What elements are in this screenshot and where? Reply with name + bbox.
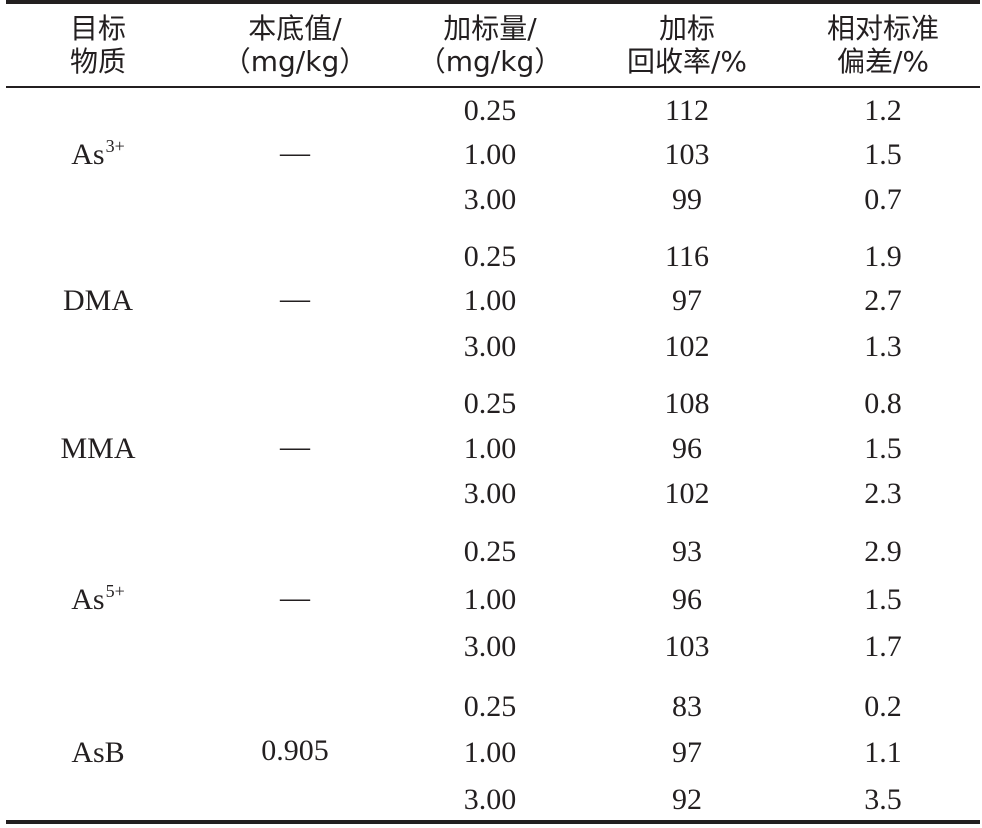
spike-level: 3.00 <box>463 330 517 363</box>
table-bottom-rule <box>6 820 980 824</box>
analyte-name: AsB <box>71 738 124 768</box>
rsd-value: 1.5 <box>864 583 902 616</box>
column-header-line1: 目标 <box>69 12 127 45</box>
spike-level: 0.25 <box>463 690 517 723</box>
recovery-value: 83 <box>672 690 702 723</box>
column-header-line2: 物质 <box>69 45 127 78</box>
recovery-value: 108 <box>664 387 710 420</box>
spike-level: 1.00 <box>463 284 517 317</box>
recovery-value: 96 <box>672 432 702 465</box>
spike-level: 0.25 <box>463 240 517 273</box>
background-value: 0.905 <box>261 734 329 767</box>
recovery-value: 102 <box>664 477 710 510</box>
analyte-symbol: MMA <box>60 432 136 465</box>
recovery-value: 97 <box>672 736 702 769</box>
rsd-value: 0.8 <box>864 387 902 420</box>
spike-level: 0.25 <box>463 387 517 420</box>
rsd-value: 2.3 <box>864 477 902 510</box>
recovery-value: 93 <box>672 535 702 568</box>
spike-level: 1.00 <box>463 736 517 769</box>
background-value: — <box>280 282 310 315</box>
rsd-value: 2.9 <box>864 535 902 568</box>
spike-level: 3.00 <box>463 183 517 216</box>
background-value: — <box>280 581 310 614</box>
rsd-value: 1.7 <box>864 630 902 663</box>
spike-level: 0.25 <box>463 94 517 127</box>
rsd-value: 1.3 <box>864 330 902 363</box>
table-top-rule <box>6 0 980 4</box>
column-header-line2: 偏差/% <box>836 45 930 78</box>
column-header-line2: 回收率/% <box>626 45 748 78</box>
rsd-value: 1.2 <box>864 94 902 127</box>
column-header-line1: 加标量/ <box>443 12 537 45</box>
recovery-value: 92 <box>672 783 702 816</box>
recovery-value: 103 <box>664 630 710 663</box>
recovery-value: 116 <box>665 240 709 273</box>
recovery-value: 97 <box>672 284 702 317</box>
column-header-line1: 本底值/ <box>248 12 342 45</box>
rsd-value: 1.5 <box>864 138 902 171</box>
table-header-rule <box>6 86 980 88</box>
recovery-value: 112 <box>665 94 709 127</box>
background-value: — <box>280 430 310 463</box>
recovery-value: 99 <box>672 183 702 216</box>
spike-level: 1.00 <box>463 432 517 465</box>
analyte-symbol: As <box>71 583 105 616</box>
spike-level: 3.00 <box>463 630 517 663</box>
analyte-name: As3+ <box>71 137 125 171</box>
recovery-value: 96 <box>672 583 702 616</box>
analyte-name: MMA <box>60 434 135 464</box>
column-header-line1: 相对标准 <box>826 12 940 45</box>
rsd-value: 0.2 <box>864 690 902 723</box>
analyte-charge: 5+ <box>105 581 125 601</box>
background-value: — <box>280 136 310 169</box>
analyte-name: DMA <box>63 286 133 316</box>
analyte-symbol: AsB <box>71 736 125 769</box>
rsd-value: 3.5 <box>864 783 902 816</box>
column-header-line2: （mg/kg） <box>222 45 368 78</box>
analyte-charge: 3+ <box>105 136 125 156</box>
spike-level: 3.00 <box>463 783 517 816</box>
spike-level: 0.25 <box>463 535 517 568</box>
spike-level: 1.00 <box>463 138 517 171</box>
rsd-value: 1.5 <box>864 432 902 465</box>
recovery-value: 103 <box>664 138 710 171</box>
analyte-name: As5+ <box>71 582 125 616</box>
column-header-line2: （mg/kg） <box>417 45 563 78</box>
analyte-symbol: DMA <box>62 284 134 317</box>
analyte-symbol: As <box>71 138 105 171</box>
recovery-value: 102 <box>664 330 710 363</box>
rsd-value: 2.7 <box>864 284 902 317</box>
spike-level: 3.00 <box>463 477 517 510</box>
column-header-line1: 加标 <box>658 12 716 45</box>
spike-level: 1.00 <box>463 583 517 616</box>
rsd-value: 0.7 <box>864 183 902 216</box>
rsd-value: 1.9 <box>864 240 902 273</box>
rsd-value: 1.1 <box>864 736 902 769</box>
